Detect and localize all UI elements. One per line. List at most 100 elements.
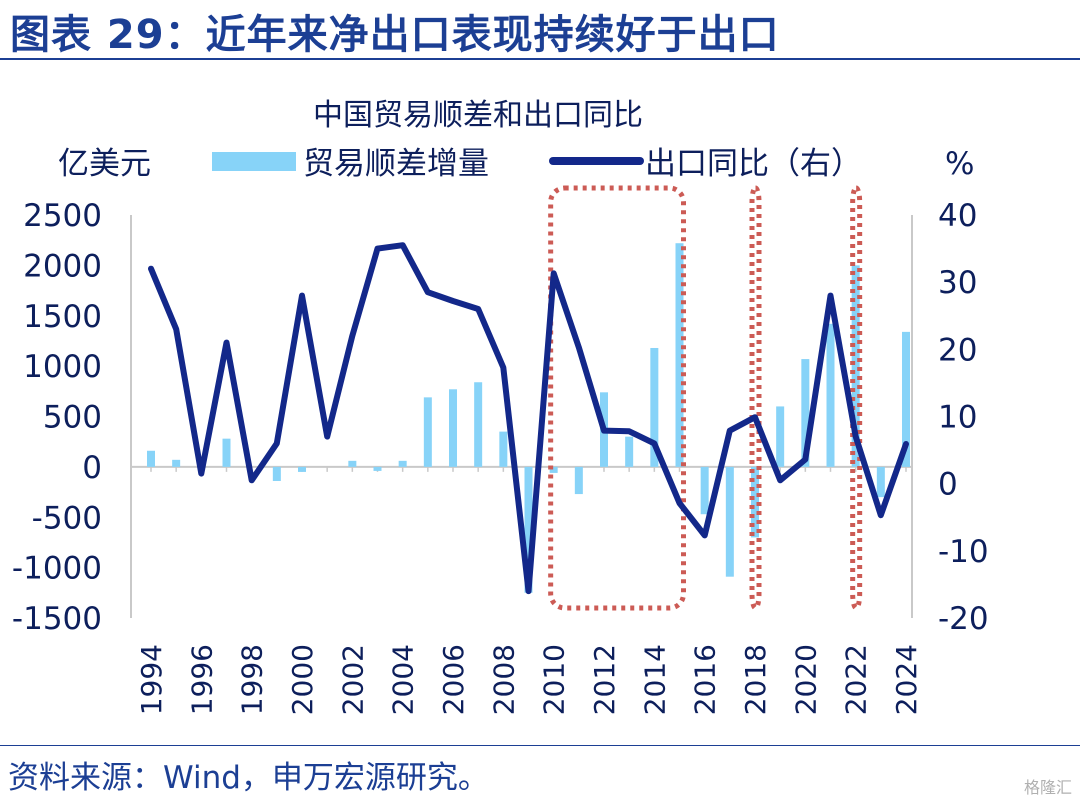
bar-surplus-change xyxy=(751,466,759,538)
page-title: 图表 29：近年来净出口表现持续好于出口 xyxy=(10,12,780,58)
source-divider xyxy=(0,745,1080,746)
y-right-tick-label: 20 xyxy=(938,332,977,368)
bar-surplus-change xyxy=(222,438,231,467)
bar-surplus-change xyxy=(700,466,709,515)
bar-surplus-change xyxy=(272,466,281,481)
y-left-tick-label: 500 xyxy=(43,400,102,436)
bar-surplus-change xyxy=(449,389,457,467)
line-point xyxy=(704,534,706,536)
y-left-tick-label: 1500 xyxy=(23,299,102,335)
bar-surplus-change xyxy=(147,450,155,467)
y-right-tick-label: -10 xyxy=(938,534,989,570)
line-point xyxy=(351,335,353,337)
legend-bar-swatch xyxy=(212,152,296,171)
highlight-box xyxy=(548,185,687,611)
line-point xyxy=(603,430,605,432)
line-point xyxy=(200,473,202,475)
bar-surplus-change xyxy=(373,466,382,471)
line-point xyxy=(779,479,781,481)
y-left-tick-label: -500 xyxy=(32,500,102,536)
x-tick-label: 2016 xyxy=(689,644,722,715)
bar-surplus-change xyxy=(902,331,910,467)
bar-surplus-change xyxy=(650,347,659,467)
line-point xyxy=(427,291,429,293)
line-point xyxy=(679,502,680,504)
x-tick-label: 1996 xyxy=(185,644,218,715)
highlight-box xyxy=(850,185,863,611)
line-point xyxy=(528,590,529,592)
x-tick-label: 1998 xyxy=(236,644,269,715)
x-tick-label: 2000 xyxy=(286,644,319,715)
bar-surplus-change xyxy=(851,265,860,467)
source-note: 资料来源：Wind，申万宏源研究。 xyxy=(8,760,489,796)
y-left-tick-label: -1000 xyxy=(12,551,102,587)
line-point xyxy=(226,342,227,344)
x-tick-label: 2010 xyxy=(538,644,571,715)
y-left-tick-label: 1000 xyxy=(23,349,102,385)
legend-bar-label: 贸易顺差增量 xyxy=(303,146,489,182)
line-point xyxy=(326,436,328,438)
x-tick-label: 2006 xyxy=(437,644,470,715)
line-point xyxy=(653,442,655,444)
line-point xyxy=(855,436,857,438)
line-point xyxy=(553,272,555,274)
bar-surplus-change xyxy=(474,382,483,467)
line-point xyxy=(830,295,831,297)
y-left-tick-label: -1500 xyxy=(12,601,102,637)
bar-surplus-change xyxy=(801,359,810,467)
bar-surplus-change xyxy=(348,460,357,467)
y-left-tick-label: 2000 xyxy=(23,248,102,284)
line-point xyxy=(804,458,806,460)
chart-title: 中国贸易顺差和出口同比 xyxy=(313,98,643,133)
x-tick-label: 2004 xyxy=(387,644,420,715)
bar-surplus-change xyxy=(826,323,835,467)
line-point xyxy=(880,514,882,516)
line-point xyxy=(377,248,378,250)
x-tick-label: 2024 xyxy=(890,644,923,715)
x-tick-label: 2022 xyxy=(840,644,873,715)
line-point xyxy=(905,443,907,445)
line-point xyxy=(729,430,731,432)
y-left-unit-label: 亿美元 xyxy=(58,146,151,182)
x-tick-label: 2014 xyxy=(638,644,671,715)
line-point xyxy=(150,268,152,270)
title-divider xyxy=(0,58,1080,60)
line-point xyxy=(502,366,504,368)
x-tick-label: 1994 xyxy=(135,644,168,715)
bar-surplus-change xyxy=(298,466,306,472)
bar-surplus-change xyxy=(499,431,508,467)
y-right-unit-label: % xyxy=(945,146,974,182)
y-right-tick-label: 40 xyxy=(938,198,977,234)
line-point xyxy=(301,295,303,297)
bar-surplus-change xyxy=(725,466,734,577)
x-tick-label: 2002 xyxy=(336,644,369,715)
bar-surplus-change xyxy=(625,436,634,467)
bar-surplus-change xyxy=(524,466,533,593)
line-point xyxy=(402,244,404,246)
bar-surplus-change xyxy=(172,459,181,467)
y-left-tick-label: 0 xyxy=(82,450,102,486)
bar-surplus-change xyxy=(574,466,583,495)
bar-surplus-change xyxy=(776,406,785,467)
y-right-tick-label: 30 xyxy=(938,265,977,301)
y-right-tick-label: 0 xyxy=(938,467,958,503)
watermark: 格隆汇 xyxy=(1023,778,1072,797)
x-tick-label: 2020 xyxy=(789,644,822,715)
bar-surplus-change xyxy=(876,466,885,498)
x-tick-label: 2012 xyxy=(588,644,621,715)
x-tick-label: 2008 xyxy=(487,644,520,715)
x-tick-label: 2018 xyxy=(739,644,772,715)
legend-line-label: 出口同比（右） xyxy=(645,146,862,182)
line-point xyxy=(452,300,454,302)
y-right-tick-label: 10 xyxy=(938,400,977,436)
bar-surplus-change xyxy=(423,397,432,467)
line-point xyxy=(578,346,580,348)
line-point xyxy=(628,430,630,432)
highlight-box xyxy=(749,185,762,611)
line-point xyxy=(754,416,756,418)
bar-surplus-change xyxy=(549,466,558,473)
line-point xyxy=(175,328,177,330)
bar-surplus-change xyxy=(398,460,407,467)
line-point xyxy=(276,442,278,444)
